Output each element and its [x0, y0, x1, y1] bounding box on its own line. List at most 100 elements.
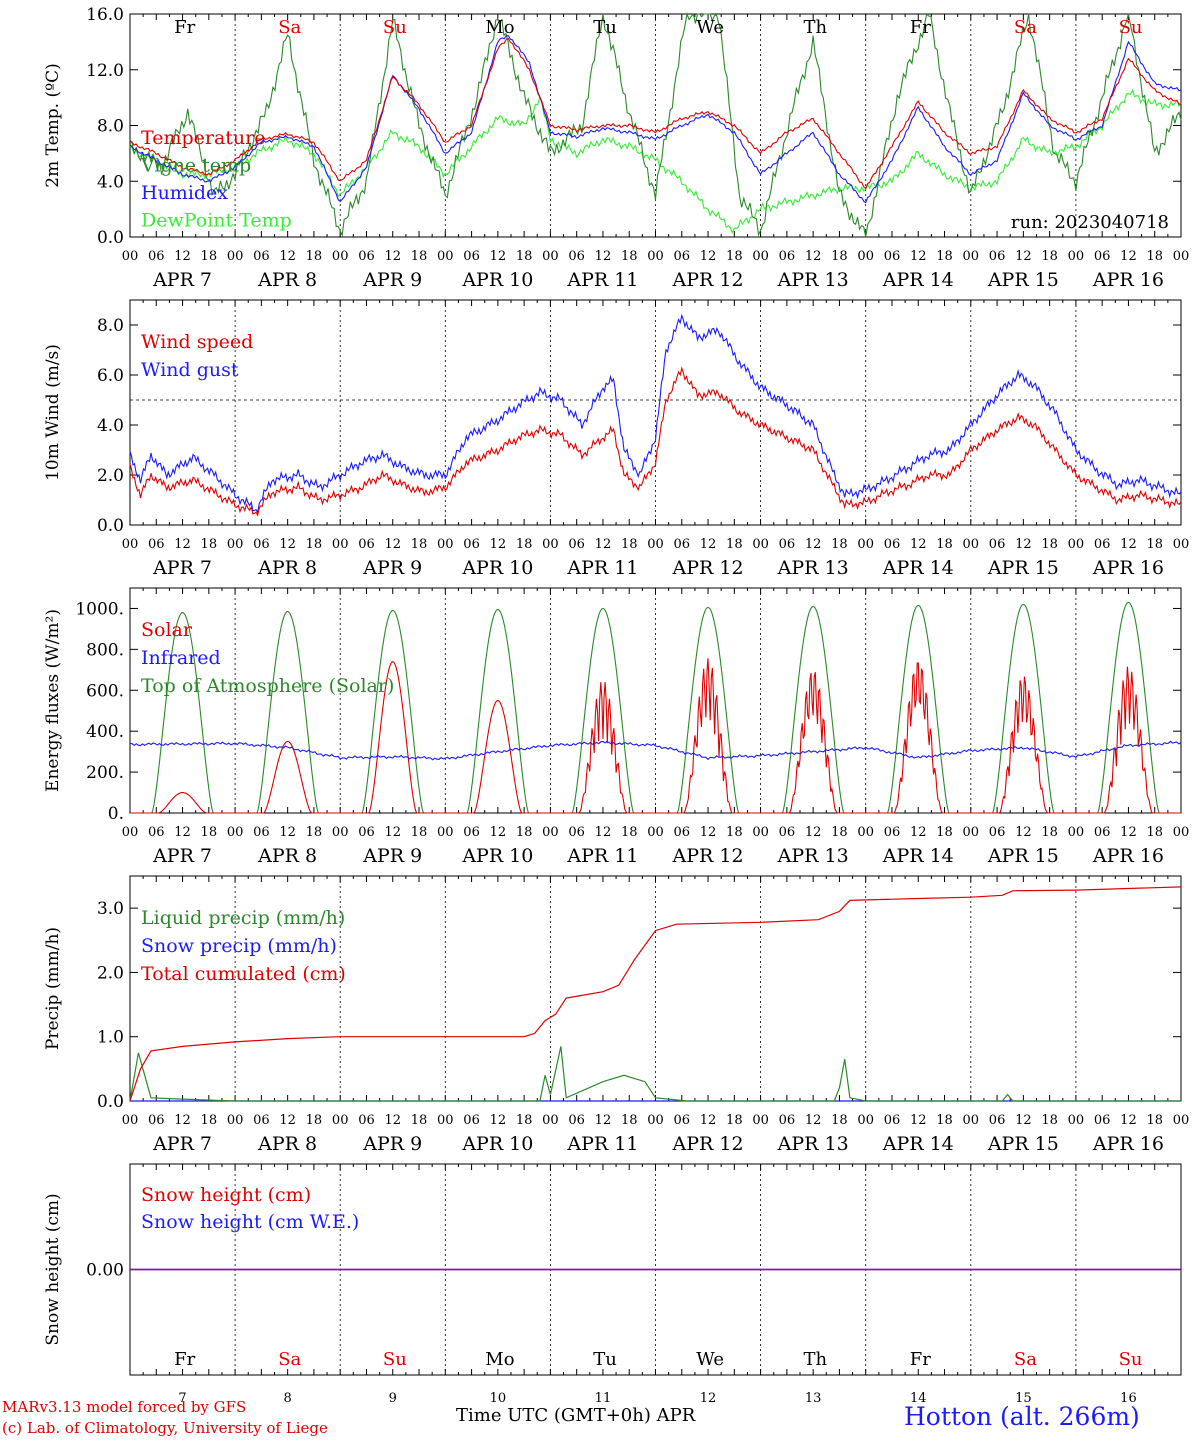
- hour-tick-label: 12: [595, 249, 612, 264]
- hour-tick-label: 12: [1120, 249, 1137, 264]
- y-axis-label: Energy fluxes (W/m²): [43, 609, 63, 792]
- hour-tick-label: 00: [647, 825, 664, 840]
- hour-tick-label: 18: [201, 249, 218, 264]
- legend-snow-precip-mm-h: Snow precip (mm/h): [141, 935, 337, 957]
- day-number-label: 11: [595, 1391, 612, 1406]
- legend-humidex: Humidex: [141, 182, 228, 204]
- legend-total-cumulated-cm: Total cumulated (cm): [141, 963, 346, 985]
- weekday-label: Sa: [278, 1349, 301, 1370]
- hour-tick-label: 06: [568, 249, 585, 264]
- time-axis-label: Time UTC (GMT+0h) APR: [456, 1405, 696, 1426]
- hour-tick-label: 18: [1146, 249, 1163, 264]
- hour-tick-label: 12: [279, 249, 296, 264]
- legend-vigne-temp: Vigne temp: [140, 155, 251, 177]
- series-wind-gust: [129, 313, 1182, 514]
- y-tick-label: 600.: [86, 681, 124, 701]
- weekday-label: Sa: [278, 17, 301, 38]
- legend-wind-speed: Wind speed: [141, 331, 253, 353]
- hour-tick-label: 18: [306, 249, 323, 264]
- hour-tick-label: 18: [936, 825, 953, 840]
- hour-tick-label: 12: [700, 249, 717, 264]
- hour-tick-label: 06: [463, 249, 480, 264]
- hour-tick-label: 06: [779, 825, 796, 840]
- legend-dewpoint-temp: DewPoint Temp: [141, 210, 292, 232]
- hour-tick-label: 12: [1015, 537, 1032, 552]
- day-number-label: 16: [1120, 1391, 1137, 1406]
- hour-tick-label: 00: [122, 825, 139, 840]
- weekday-label: Sa: [1014, 17, 1037, 38]
- hour-tick-label: 18: [1146, 825, 1163, 840]
- date-label: APR 15: [987, 1133, 1059, 1155]
- day-number-label: 10: [490, 1391, 507, 1406]
- hour-tick-label: 00: [227, 825, 244, 840]
- y-tick-label: 12.0: [86, 61, 124, 81]
- hour-tick-label: 06: [568, 825, 585, 840]
- y-tick-label: 6.0: [97, 366, 124, 386]
- hour-tick-label: 00: [752, 825, 769, 840]
- date-label: APR 11: [566, 269, 638, 291]
- hour-tick-label: 18: [516, 249, 533, 264]
- hour-tick-label: 18: [831, 249, 848, 264]
- hour-tick-label: 18: [411, 825, 428, 840]
- hour-tick-label: 00: [542, 537, 559, 552]
- date-label: APR 12: [672, 269, 744, 291]
- hour-tick-label: 00: [752, 249, 769, 264]
- hour-tick-label: 00: [857, 1113, 874, 1128]
- day-number-label: 15: [1015, 1391, 1032, 1406]
- hour-tick-label: 06: [148, 249, 165, 264]
- hour-tick-label: 12: [700, 537, 717, 552]
- date-label: APR 16: [1092, 557, 1164, 579]
- series-dewpoint-temp: [129, 88, 1182, 235]
- hour-tick-label: 06: [568, 1113, 585, 1128]
- date-label: APR 16: [1092, 269, 1164, 291]
- hour-tick-label: 18: [1041, 537, 1058, 552]
- hour-tick-label: 18: [621, 249, 638, 264]
- hour-tick-label: 18: [726, 249, 743, 264]
- hour-tick-label: 06: [989, 1113, 1006, 1128]
- hour-tick-label: 12: [1120, 537, 1137, 552]
- hour-tick-label: 06: [463, 1113, 480, 1128]
- hour-tick-label: 06: [989, 537, 1006, 552]
- hour-tick-label: 00: [542, 249, 559, 264]
- weekday-label: Su: [1119, 1349, 1143, 1370]
- hour-tick-label: 12: [490, 249, 507, 264]
- hour-tick-label: 12: [1015, 825, 1032, 840]
- series-temperature: [129, 37, 1182, 190]
- date-label: APR 10: [461, 557, 533, 579]
- series-wind-speed: [129, 366, 1182, 517]
- hour-tick-label: 12: [490, 825, 507, 840]
- y-tick-label: 0.0: [97, 228, 124, 248]
- hour-tick-label: 12: [174, 537, 191, 552]
- weekday-label: Su: [383, 1349, 407, 1370]
- weekday-label: Th: [803, 1349, 827, 1370]
- hour-tick-label: 00: [647, 537, 664, 552]
- station-name: Hotton (alt. 266m): [904, 1402, 1140, 1431]
- hour-tick-label: 18: [831, 1113, 848, 1128]
- hour-tick-label: 06: [358, 537, 375, 552]
- hour-tick-label: 12: [910, 537, 927, 552]
- date-label: APR 13: [777, 557, 849, 579]
- weekday-label: Tu: [593, 17, 617, 38]
- hour-tick-label: 12: [490, 537, 507, 552]
- hour-tick-label: 06: [884, 537, 901, 552]
- date-label: APR 14: [882, 269, 954, 291]
- panel-4: 0.0 1.0 2.0 3.0 Precip (mm/h) Liquid precip (…: [43, 875, 1190, 1155]
- date-label: APR 14: [882, 1133, 954, 1155]
- hour-tick-label: 18: [516, 1113, 533, 1128]
- hour-tick-label: 18: [411, 249, 428, 264]
- hour-tick-label: 18: [726, 537, 743, 552]
- series-infrared: [129, 740, 1182, 761]
- hour-tick-label: 12: [910, 1113, 927, 1128]
- panel-3: 0. 200. 400. 600. 800. 1000. Energy fluxes (W/…: [43, 587, 1189, 867]
- weekday-label: Mo: [485, 17, 514, 38]
- date-label: APR 10: [461, 845, 533, 867]
- date-label: APR 13: [777, 269, 849, 291]
- date-label: APR 9: [362, 557, 422, 579]
- hour-tick-label: 00: [437, 537, 454, 552]
- hour-tick-label: 00: [1173, 1113, 1190, 1128]
- series-liquid-precip-mm-h: [129, 1046, 1181, 1102]
- hour-tick-label: 00: [857, 825, 874, 840]
- legend-top-of-atmosphere-solar: Top of Atmosphere (Solar): [141, 675, 394, 697]
- hour-tick-label: 12: [910, 249, 927, 264]
- hour-tick-label: 18: [411, 537, 428, 552]
